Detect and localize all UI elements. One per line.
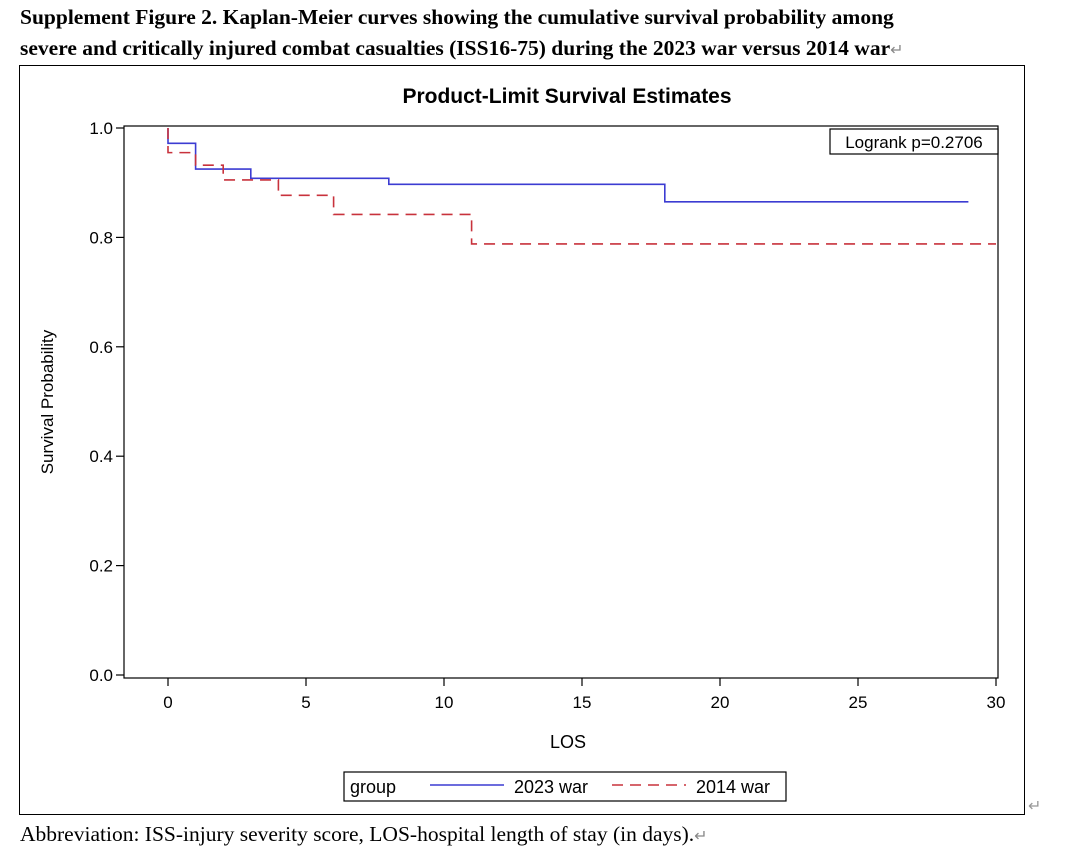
km-chart: Product-Limit Survival Estimates 0.00.20… (38, 85, 1005, 802)
paragraph-mark-icon: ↵ (1028, 798, 1042, 815)
figure-frame: Product-Limit Survival Estimates 0.0 0.2 0… (19, 65, 1025, 815)
legend-box (343, 771, 787, 802)
y-axis-label: Survival Probability (38, 329, 57, 474)
y-tick-label: 0.0 (89, 666, 113, 685)
logrank-box (829, 128, 999, 155)
y-tick-label: 1.0 (89, 119, 113, 138)
chart-title: Product-Limit Survival Estimates (402, 85, 731, 108)
x-tick-label: 20 (711, 693, 730, 712)
y-tick-label: 0.6 (89, 338, 113, 357)
logrank-text: Logrank p=0.2706 (845, 133, 983, 152)
plot-series (167, 128, 996, 245)
plot-axes: 0.0 0.2 0.4 0.6 0.8 1.0 0 5 10 15 20 25 30 (89, 119, 1005, 712)
x-tick-label: 5 (301, 693, 310, 712)
paragraph-mark-icon: ↵ (694, 828, 708, 845)
x-tick-label: 30 (987, 693, 1006, 712)
figure-footnote: Abbreviation: ISS-injury severity score,… (20, 822, 708, 846)
legend-title: group (350, 777, 396, 797)
figure-caption: Supplement Figure 2. Kaplan-Meier curves… (20, 2, 1060, 66)
series-line-2023-war (167, 128, 969, 203)
x-tick-label: 25 (849, 693, 868, 712)
y-tick-label: 0.4 (89, 447, 113, 466)
paragraph-mark-icon: ↵ (890, 42, 904, 59)
x-axis-label: LOS (550, 732, 586, 752)
plot-area-border (123, 125, 999, 679)
caption-line-1: Supplement Figure 2. Kaplan-Meier curves… (20, 5, 894, 29)
legend-label-2014-war: 2014 war (696, 777, 770, 797)
y-tick-label: 0.8 (89, 228, 113, 247)
caption-line-2: severe and critically injured combat cas… (20, 36, 904, 60)
x-tick-label: 15 (573, 693, 592, 712)
legend: group 2023 war 2014 war (343, 771, 787, 802)
x-tick-label: 0 (163, 693, 172, 712)
y-tick-label: 0.2 (89, 557, 113, 576)
series-line-2014-war (167, 128, 996, 245)
logrank-annotation: Logrank p=0.2706 (829, 128, 999, 155)
x-tick-label: 10 (435, 693, 454, 712)
legend-label-2023-war: 2023 war (514, 777, 588, 797)
